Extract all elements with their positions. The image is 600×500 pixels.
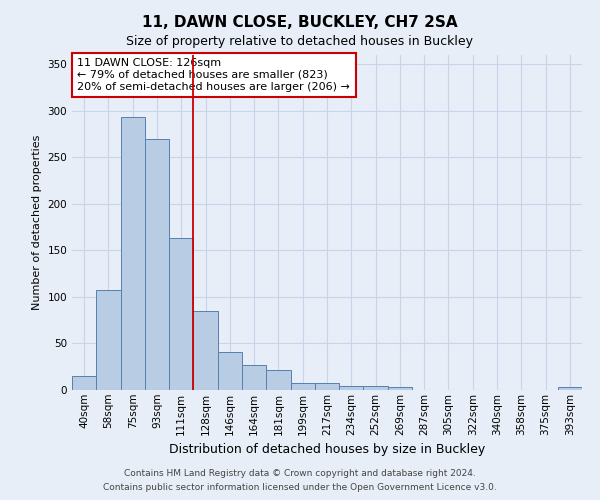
Bar bbox=[121, 118, 145, 390]
Bar bbox=[96, 290, 121, 390]
Text: 11, DAWN CLOSE, BUCKLEY, CH7 2SA: 11, DAWN CLOSE, BUCKLEY, CH7 2SA bbox=[142, 15, 458, 30]
Y-axis label: Number of detached properties: Number of detached properties bbox=[32, 135, 42, 310]
Bar bbox=[72, 376, 96, 390]
Bar bbox=[145, 138, 169, 390]
Bar bbox=[169, 238, 193, 390]
Bar bbox=[290, 384, 315, 390]
Bar bbox=[315, 384, 339, 390]
Bar bbox=[558, 387, 582, 390]
X-axis label: Distribution of detached houses by size in Buckley: Distribution of detached houses by size … bbox=[169, 443, 485, 456]
Bar bbox=[218, 352, 242, 390]
Text: Size of property relative to detached houses in Buckley: Size of property relative to detached ho… bbox=[127, 35, 473, 48]
Bar bbox=[242, 365, 266, 390]
Bar bbox=[364, 386, 388, 390]
Text: Contains HM Land Registry data © Crown copyright and database right 2024.: Contains HM Land Registry data © Crown c… bbox=[124, 468, 476, 477]
Bar bbox=[339, 386, 364, 390]
Bar bbox=[193, 311, 218, 390]
Text: 11 DAWN CLOSE: 126sqm
← 79% of detached houses are smaller (823)
20% of semi-det: 11 DAWN CLOSE: 126sqm ← 79% of detached … bbox=[77, 58, 350, 92]
Text: Contains public sector information licensed under the Open Government Licence v3: Contains public sector information licen… bbox=[103, 484, 497, 492]
Bar bbox=[388, 387, 412, 390]
Bar bbox=[266, 370, 290, 390]
